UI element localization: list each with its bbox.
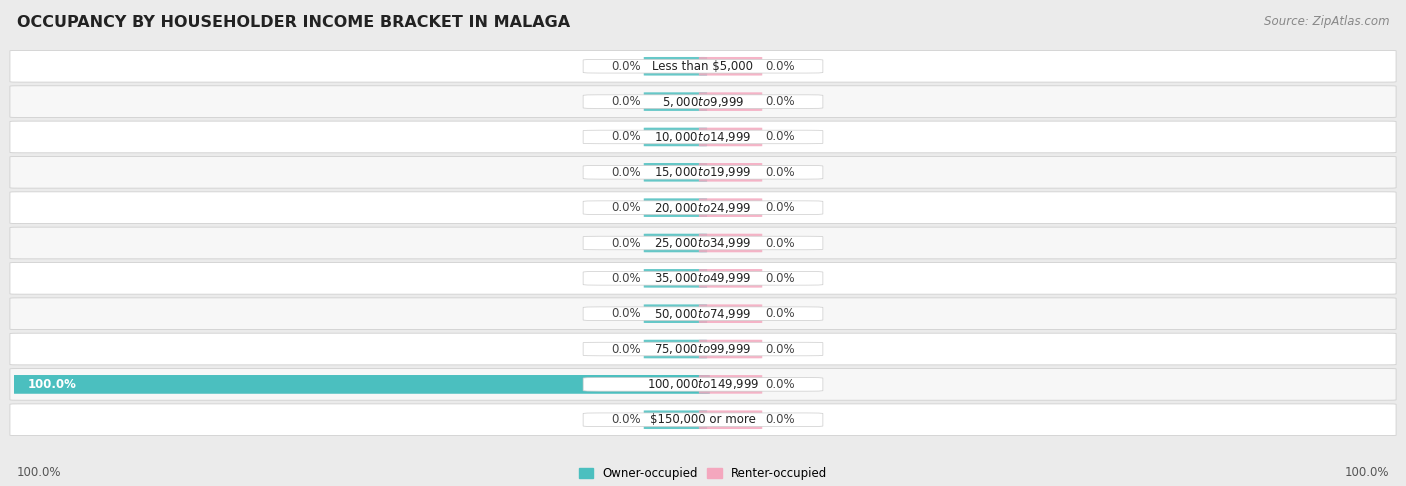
FancyBboxPatch shape	[699, 92, 762, 111]
FancyBboxPatch shape	[10, 227, 1396, 259]
FancyBboxPatch shape	[583, 342, 823, 356]
FancyBboxPatch shape	[10, 156, 1396, 188]
FancyBboxPatch shape	[644, 163, 707, 182]
FancyBboxPatch shape	[583, 272, 823, 285]
Text: 0.0%: 0.0%	[765, 201, 794, 214]
Text: $20,000 to $24,999: $20,000 to $24,999	[654, 201, 752, 215]
Text: 0.0%: 0.0%	[612, 307, 641, 320]
FancyBboxPatch shape	[644, 304, 707, 323]
FancyBboxPatch shape	[10, 333, 1396, 365]
FancyBboxPatch shape	[10, 51, 1396, 82]
Text: 100.0%: 100.0%	[28, 378, 77, 391]
Text: 0.0%: 0.0%	[612, 413, 641, 426]
FancyBboxPatch shape	[644, 92, 707, 111]
Text: 0.0%: 0.0%	[612, 343, 641, 356]
FancyBboxPatch shape	[583, 130, 823, 144]
Text: 0.0%: 0.0%	[612, 130, 641, 143]
Text: $15,000 to $19,999: $15,000 to $19,999	[654, 165, 752, 179]
FancyBboxPatch shape	[644, 340, 707, 358]
Text: $150,000 or more: $150,000 or more	[650, 413, 756, 426]
FancyBboxPatch shape	[644, 198, 707, 217]
Text: 0.0%: 0.0%	[765, 60, 794, 73]
FancyBboxPatch shape	[10, 368, 1396, 400]
FancyBboxPatch shape	[699, 375, 762, 394]
FancyBboxPatch shape	[10, 298, 1396, 330]
Text: 0.0%: 0.0%	[765, 95, 794, 108]
FancyBboxPatch shape	[699, 128, 762, 146]
Text: $35,000 to $49,999: $35,000 to $49,999	[654, 271, 752, 285]
Text: 0.0%: 0.0%	[765, 378, 794, 391]
Text: 0.0%: 0.0%	[765, 237, 794, 249]
FancyBboxPatch shape	[644, 411, 707, 429]
FancyBboxPatch shape	[699, 57, 762, 75]
Text: 100.0%: 100.0%	[1344, 466, 1389, 479]
Text: 0.0%: 0.0%	[612, 237, 641, 249]
Text: 0.0%: 0.0%	[765, 166, 794, 179]
Text: 0.0%: 0.0%	[612, 166, 641, 179]
FancyBboxPatch shape	[583, 236, 823, 250]
FancyBboxPatch shape	[699, 411, 762, 429]
Text: 0.0%: 0.0%	[765, 343, 794, 356]
FancyBboxPatch shape	[10, 86, 1396, 118]
FancyBboxPatch shape	[583, 378, 823, 391]
Text: Source: ZipAtlas.com: Source: ZipAtlas.com	[1264, 15, 1389, 28]
FancyBboxPatch shape	[699, 340, 762, 358]
FancyBboxPatch shape	[10, 121, 1396, 153]
FancyBboxPatch shape	[699, 198, 762, 217]
FancyBboxPatch shape	[644, 269, 707, 288]
Text: $10,000 to $14,999: $10,000 to $14,999	[654, 130, 752, 144]
FancyBboxPatch shape	[583, 59, 823, 73]
Text: 0.0%: 0.0%	[765, 272, 794, 285]
FancyBboxPatch shape	[10, 262, 1396, 294]
Text: $25,000 to $34,999: $25,000 to $34,999	[654, 236, 752, 250]
FancyBboxPatch shape	[10, 404, 1396, 435]
FancyBboxPatch shape	[583, 95, 823, 108]
Text: $5,000 to $9,999: $5,000 to $9,999	[662, 95, 744, 108]
Text: $100,000 to $149,999: $100,000 to $149,999	[647, 378, 759, 391]
FancyBboxPatch shape	[583, 413, 823, 427]
Text: Less than $5,000: Less than $5,000	[652, 60, 754, 73]
FancyBboxPatch shape	[10, 192, 1396, 224]
Text: 0.0%: 0.0%	[765, 130, 794, 143]
Text: 0.0%: 0.0%	[612, 201, 641, 214]
FancyBboxPatch shape	[644, 234, 707, 252]
Text: OCCUPANCY BY HOUSEHOLDER INCOME BRACKET IN MALAGA: OCCUPANCY BY HOUSEHOLDER INCOME BRACKET …	[17, 15, 569, 30]
FancyBboxPatch shape	[699, 304, 762, 323]
Text: 0.0%: 0.0%	[612, 272, 641, 285]
Text: 0.0%: 0.0%	[612, 95, 641, 108]
Text: 0.0%: 0.0%	[765, 413, 794, 426]
Text: 100.0%: 100.0%	[17, 466, 62, 479]
Text: $50,000 to $74,999: $50,000 to $74,999	[654, 307, 752, 321]
FancyBboxPatch shape	[644, 128, 707, 146]
FancyBboxPatch shape	[583, 201, 823, 214]
FancyBboxPatch shape	[699, 163, 762, 182]
FancyBboxPatch shape	[699, 234, 762, 252]
Text: $75,000 to $99,999: $75,000 to $99,999	[654, 342, 752, 356]
Text: 0.0%: 0.0%	[612, 60, 641, 73]
FancyBboxPatch shape	[699, 269, 762, 288]
FancyBboxPatch shape	[7, 375, 710, 394]
Legend: Owner-occupied, Renter-occupied: Owner-occupied, Renter-occupied	[579, 467, 827, 480]
Text: 0.0%: 0.0%	[765, 307, 794, 320]
FancyBboxPatch shape	[644, 57, 707, 75]
FancyBboxPatch shape	[583, 166, 823, 179]
FancyBboxPatch shape	[583, 307, 823, 320]
